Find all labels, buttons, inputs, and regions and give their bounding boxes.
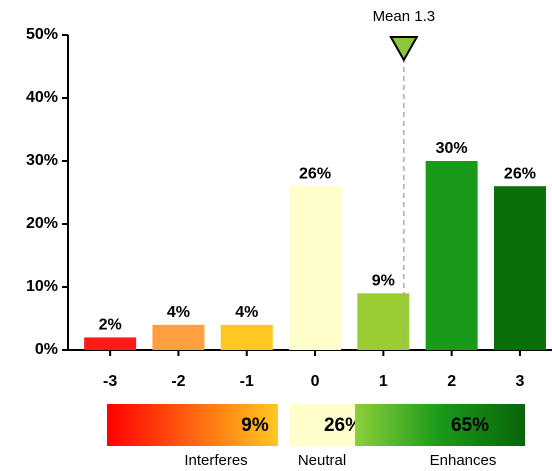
value-label: 2% <box>99 317 122 334</box>
x-tick-label: 3 <box>515 373 524 390</box>
x-tick-label: 1 <box>379 373 388 390</box>
summary-name: Interferes <box>184 452 247 469</box>
bar <box>84 337 137 350</box>
value-label: 9% <box>372 273 395 290</box>
summary-value-label: 9% <box>241 415 269 436</box>
summary-segment <box>107 404 278 446</box>
y-tick-label: 0% <box>35 341 58 358</box>
bar <box>220 324 273 350</box>
mean-marker <box>389 36 419 63</box>
bar <box>152 324 205 350</box>
summary-segment <box>355 404 525 446</box>
y-tick-label: 50% <box>26 26 58 43</box>
y-tick-label: 30% <box>26 152 58 169</box>
summary-value-label: 65% <box>451 415 489 436</box>
value-label: 30% <box>436 140 468 157</box>
x-tick-label: 2 <box>447 373 456 390</box>
value-label: 4% <box>167 304 190 321</box>
x-tick-label: 0 <box>311 373 320 390</box>
value-label: 26% <box>504 165 536 182</box>
bar <box>289 186 342 350</box>
mean-label: Mean 1.3 <box>373 8 436 25</box>
value-label: 4% <box>235 304 258 321</box>
x-tick-label: -3 <box>103 373 117 390</box>
summary-value-label: 26% <box>324 415 362 436</box>
bar <box>425 161 478 350</box>
x-tick-label: -1 <box>240 373 254 390</box>
summary-name: Enhances <box>430 452 497 469</box>
y-tick-label: 10% <box>26 278 58 295</box>
summary-segment <box>290 404 355 446</box>
value-label: 26% <box>299 165 331 182</box>
bar <box>357 293 410 350</box>
bar <box>493 186 546 350</box>
summary-name: Neutral <box>298 452 346 469</box>
y-tick-label: 20% <box>26 215 58 232</box>
x-tick-label: -2 <box>171 373 185 390</box>
y-tick-label: 40% <box>26 89 58 106</box>
